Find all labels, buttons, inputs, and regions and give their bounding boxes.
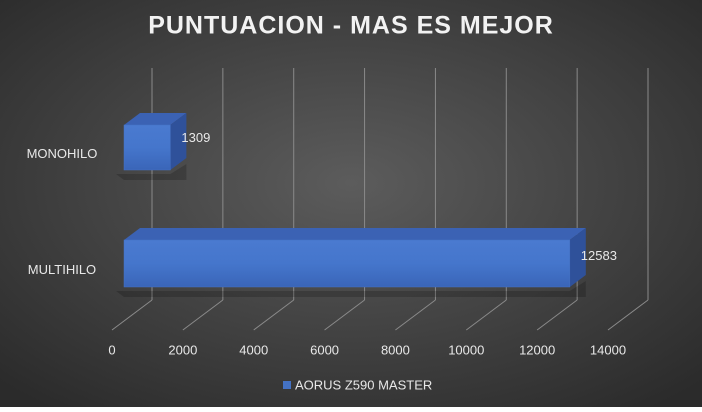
x-tick-label: 0: [108, 342, 115, 357]
y-tick-label: MONOHILO: [27, 146, 98, 161]
x-tick-label: 14000: [590, 342, 626, 357]
bar-top: [124, 228, 586, 240]
floor-grid-line: [182, 299, 224, 331]
chart-title: PUNTUACION - MAS ES MEJOR: [148, 12, 554, 40]
bar-side: [170, 113, 187, 170]
y-tick-label: MULTIHILO: [28, 262, 96, 277]
floor-grid-line: [465, 299, 507, 331]
bar: [123, 124, 171, 171]
x-tick-label: 8000: [381, 342, 410, 357]
bar-shadow: [116, 281, 586, 297]
floor-grid-line: [111, 299, 153, 331]
data-label: 12583: [581, 248, 617, 263]
floor-grid-line: [395, 299, 436, 331]
data-label: 1309: [181, 130, 210, 145]
floor-grid-line: [324, 299, 365, 331]
x-tick-label: 6000: [310, 342, 339, 357]
x-tick-label: 4000: [239, 342, 268, 357]
x-tick-label: 2000: [168, 342, 197, 357]
legend-label: AORUS Z590 MASTER: [295, 377, 432, 392]
legend-swatch: [283, 381, 291, 389]
floor-grid-line: [536, 299, 578, 331]
floor-grid-line: [253, 299, 295, 331]
x-tick-label: 12000: [519, 342, 555, 357]
bar-shadow: [116, 164, 187, 180]
bar: [123, 239, 571, 288]
floor-grid-line: [607, 299, 649, 331]
bar-side: [569, 228, 586, 287]
x-tick-label: 10000: [448, 342, 484, 357]
bar-top: [124, 113, 187, 125]
